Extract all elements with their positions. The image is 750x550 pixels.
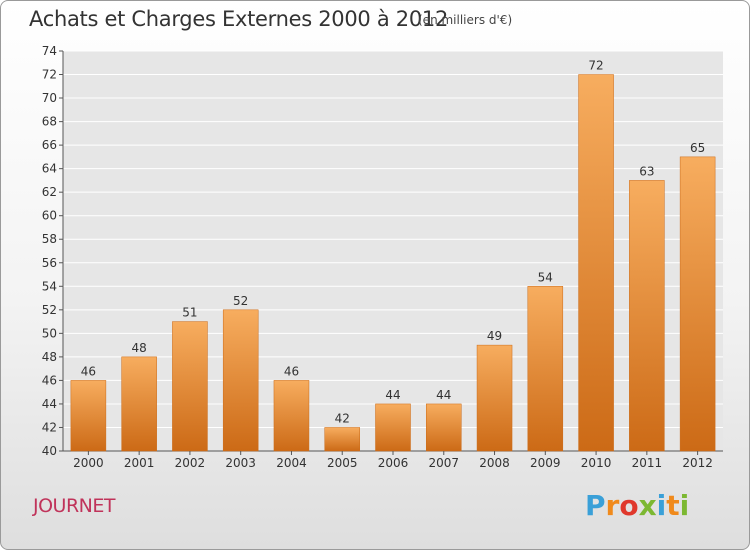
chart-title: Achats et Charges Externes 2000 à 2012: [29, 7, 449, 31]
x-tick-label: 2011: [632, 456, 663, 470]
bar-value-label: 46: [81, 364, 96, 378]
bar: [121, 356, 157, 452]
x-tick-label: 2009: [530, 456, 561, 470]
x-tick-label: 2001: [124, 456, 155, 470]
y-tick-label: 52: [42, 303, 57, 317]
y-tick-label: 70: [42, 91, 57, 105]
logo-letter: P: [585, 489, 606, 522]
bar-value-label: 49: [487, 329, 502, 343]
bar: [324, 427, 360, 452]
y-tick-label: 68: [42, 115, 57, 129]
bar-value-label: 42: [335, 411, 350, 425]
x-tick-label: 2004: [276, 456, 307, 470]
x-tick-label: 2006: [378, 456, 409, 470]
logo-letter: o: [619, 489, 639, 522]
bar: [375, 403, 411, 452]
logo-letter: r: [605, 489, 620, 522]
bar-value-label: 46: [284, 364, 299, 378]
bar: [476, 344, 513, 452]
y-tick-label: 50: [42, 326, 57, 340]
logo-letter: i: [679, 489, 690, 522]
bar-value-label: 44: [385, 388, 400, 402]
y-tick-label: 62: [42, 185, 57, 199]
bar: [527, 286, 564, 452]
y-tick-label: 56: [42, 256, 57, 270]
bar-value-label: 52: [233, 294, 248, 308]
y-tick-label: 44: [42, 397, 57, 411]
y-tick-label: 66: [42, 138, 57, 152]
bar: [273, 380, 310, 452]
y-tick-label: 72: [42, 68, 57, 82]
bar-value-label: 72: [588, 59, 603, 73]
x-tick-label: 2008: [479, 456, 510, 470]
commune-name: JOURNET: [33, 495, 116, 517]
logo-letter: x: [638, 489, 657, 522]
bar: [679, 156, 716, 452]
bar-value-label: 65: [690, 141, 705, 155]
y-tick-label: 60: [42, 209, 57, 223]
bar-value-label: 44: [436, 388, 451, 402]
bar: [172, 321, 208, 452]
x-tick-label: 2012: [682, 456, 713, 470]
y-tick-label: 74: [42, 44, 57, 58]
x-tick-label: 2002: [175, 456, 206, 470]
bar: [426, 403, 462, 452]
bar: [629, 180, 665, 452]
y-tick-label: 64: [42, 162, 57, 176]
bar: [70, 380, 107, 452]
logo-letter: t: [666, 489, 680, 522]
y-tick-label: 42: [42, 420, 57, 434]
y-tick-label: 46: [42, 373, 57, 387]
y-tick-label: 48: [42, 350, 57, 364]
x-tick-label: 2010: [581, 456, 612, 470]
y-tick-label: 58: [42, 232, 57, 246]
bar-value-label: 48: [132, 341, 147, 355]
x-tick-label: 2003: [225, 456, 256, 470]
proxiti-logo: Proxiti: [585, 489, 689, 522]
bar: [222, 309, 259, 452]
x-tick-label: 2000: [73, 456, 104, 470]
x-tick-label: 2007: [428, 456, 459, 470]
y-tick-label: 40: [42, 444, 57, 458]
logo-letter: i: [656, 489, 667, 522]
y-tick-label: 54: [42, 279, 57, 293]
bar: [578, 74, 614, 452]
bar-value-label: 54: [538, 270, 553, 284]
x-tick-label: 2005: [327, 456, 358, 470]
unit-note: (en milliers d'€): [418, 13, 513, 27]
bar-value-label: 51: [182, 306, 197, 320]
bar-value-label: 63: [639, 164, 654, 178]
